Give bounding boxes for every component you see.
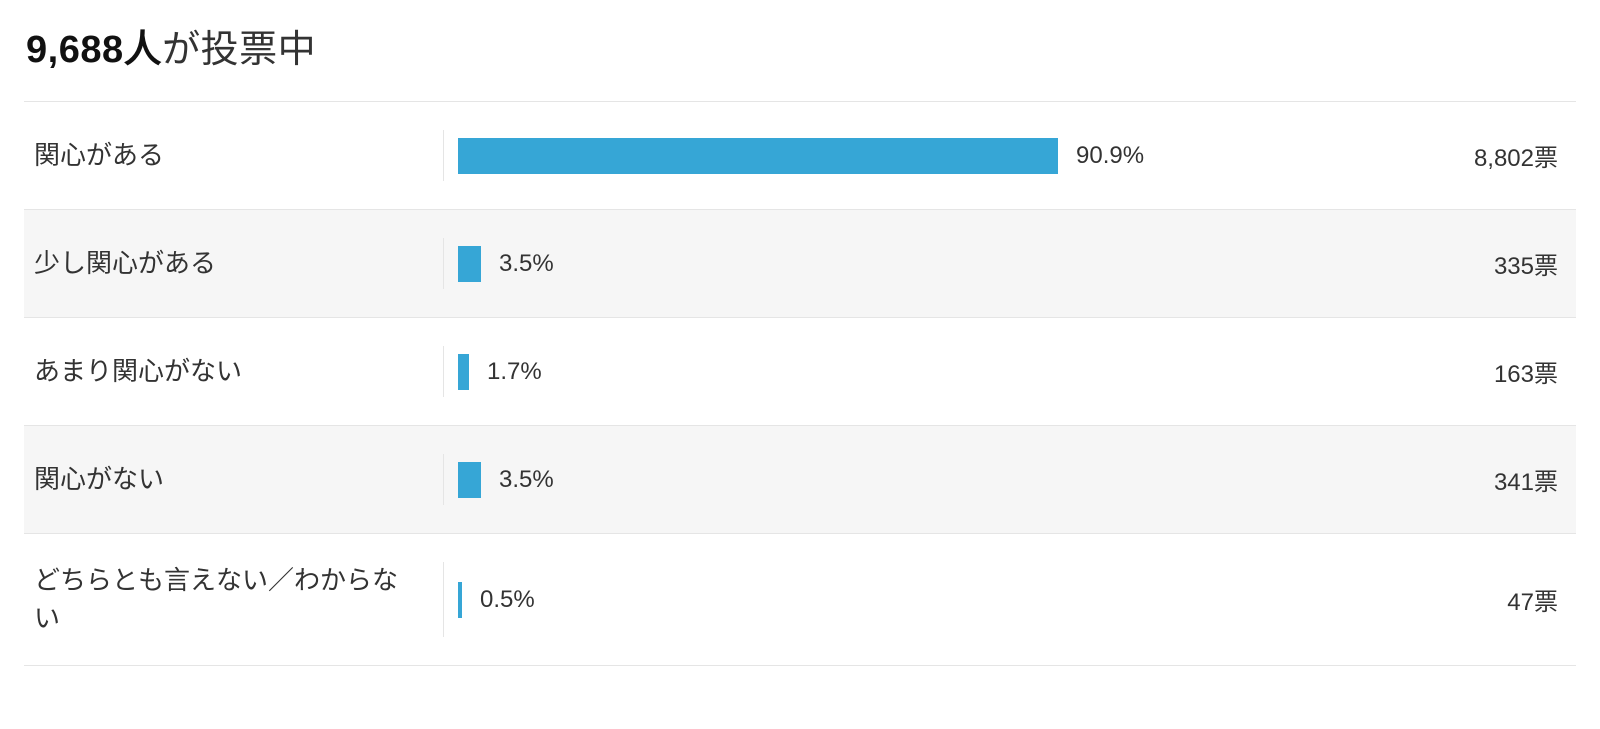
poll-bar xyxy=(458,462,481,498)
poll-rows: 関心がある 90.9% 8,802票少し関心がある 3.5% 335票あまり関心がない 1… xyxy=(24,101,1576,666)
poll-title: 9,688人が投票中 xyxy=(26,18,1576,73)
poll-row: どちらとも言えない／わからない 0.5% 47票 xyxy=(24,534,1576,666)
poll-bar xyxy=(458,354,469,390)
poll-option-label: どちらとも言えない／わからない xyxy=(24,562,444,637)
poll-row: 関心がある 90.9% 8,802票 xyxy=(24,102,1576,210)
poll-percent: 3.5% xyxy=(499,250,554,278)
poll-option-label: 関心がある xyxy=(24,130,444,181)
poll-bar-cell: 90.9% xyxy=(444,138,1164,174)
poll-row: 少し関心がある 3.5% 335票 xyxy=(24,210,1576,318)
poll-title-suffix: が投票中 xyxy=(162,29,316,71)
poll-votes: 47票 xyxy=(1164,582,1576,617)
poll-votes: 335票 xyxy=(1164,246,1576,281)
poll-bar xyxy=(458,582,462,618)
poll-votes: 8,802票 xyxy=(1164,138,1576,173)
poll-percent: 90.9% xyxy=(1076,142,1144,170)
poll-row: 関心がない 3.5% 341票 xyxy=(24,426,1576,534)
poll-bar xyxy=(458,138,1058,174)
poll-row: あまり関心がない 1.7% 163票 xyxy=(24,318,1576,426)
poll-option-label: あまり関心がない xyxy=(24,346,444,397)
poll-bar-cell: 3.5% xyxy=(444,246,1164,282)
poll-percent: 1.7% xyxy=(487,358,542,386)
poll-results: 9,688人が投票中 関心がある 90.9% 8,802票少し関心がある 3.5% 33… xyxy=(0,0,1600,666)
poll-bar-cell: 0.5% xyxy=(444,582,1164,618)
poll-total-count: 9,688人 xyxy=(26,29,162,71)
poll-percent: 0.5% xyxy=(480,586,535,614)
poll-option-label: 少し関心がある xyxy=(24,238,444,289)
poll-bar-cell: 1.7% xyxy=(444,354,1164,390)
poll-votes: 163票 xyxy=(1164,354,1576,389)
poll-bar-cell: 3.5% xyxy=(444,462,1164,498)
poll-option-label: 関心がない xyxy=(24,454,444,505)
poll-bar xyxy=(458,246,481,282)
poll-percent: 3.5% xyxy=(499,466,554,494)
poll-votes: 341票 xyxy=(1164,462,1576,497)
